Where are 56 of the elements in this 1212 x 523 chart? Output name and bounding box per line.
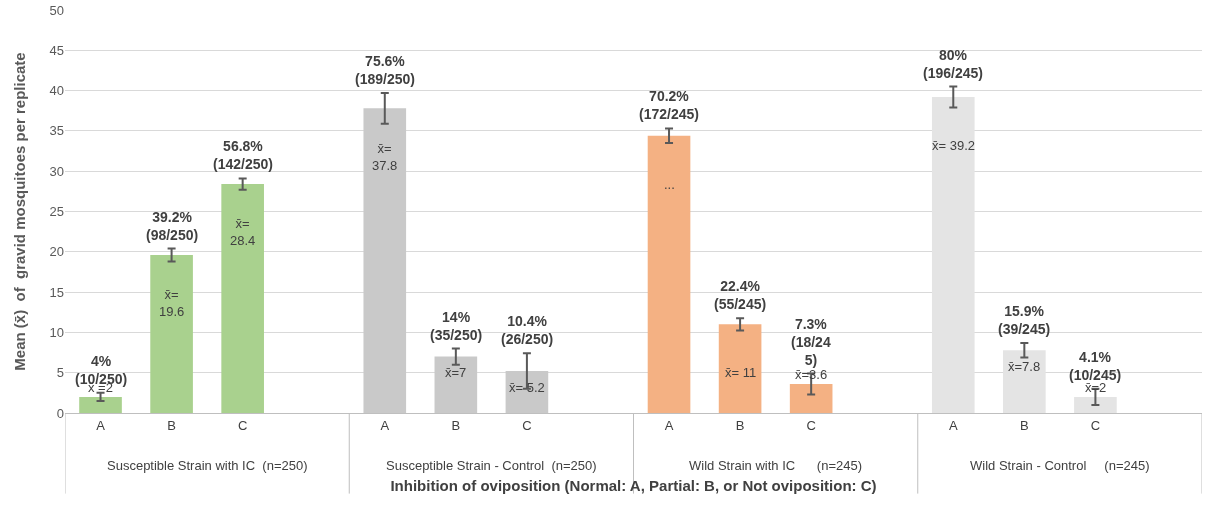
annotation: 14% (35/250) bbox=[430, 309, 483, 344]
y-tick-label: 40 bbox=[49, 83, 64, 99]
bar bbox=[79, 396, 122, 413]
x-axis-title: Inhibition of oviposition (Normal: A, Partial: B, or Not oviposition: C) bbox=[390, 476, 877, 494]
bar bbox=[221, 184, 264, 413]
annotation: 10.4% (26/250) bbox=[501, 313, 554, 348]
text: Wild Strain with IC (n=245) bbox=[689, 458, 863, 473]
y-tick-label: 50 bbox=[49, 2, 64, 18]
data-label: x̄=7.8 bbox=[1008, 359, 1041, 374]
data-label: x̄= 11 bbox=[725, 365, 757, 380]
data-label: x̄= 28.4 bbox=[230, 216, 256, 248]
text: Susceptible Strain - Control (n=250) bbox=[386, 458, 597, 473]
data-label: x̄= 37.8 bbox=[372, 141, 398, 173]
x-tick-label: C bbox=[1090, 417, 1101, 433]
data-label: x̄= 5.2 bbox=[509, 380, 545, 395]
annotation: 75.6% (189/250) bbox=[355, 53, 415, 88]
annotation: 39.2% (98/250) bbox=[146, 209, 199, 244]
data-label: x̄=3.6 bbox=[795, 367, 828, 382]
y-axis-title: Mean (x̄) of gravid mosquitoes per replicate bbox=[11, 52, 28, 371]
x-tick-label: A bbox=[96, 417, 106, 433]
data-label: x̄= 39.2 bbox=[932, 138, 976, 153]
y-tick-label: 20 bbox=[49, 244, 64, 260]
y-tick-label: 30 bbox=[49, 163, 64, 179]
annotation: 15.9% (39/245) bbox=[998, 303, 1051, 338]
x-tick-label: B bbox=[167, 417, 176, 433]
bar bbox=[1074, 396, 1117, 413]
y-tick-label: 15 bbox=[49, 284, 64, 300]
y-tick-label: 45 bbox=[49, 42, 64, 58]
annotation: 80% (196/245) bbox=[923, 47, 983, 82]
annotation: 7.3% (18/24 5) bbox=[791, 316, 831, 369]
bar bbox=[789, 383, 833, 413]
bar bbox=[718, 324, 762, 413]
x-tick-label: C bbox=[237, 417, 248, 433]
x-tick-label: C bbox=[806, 417, 816, 433]
y-tick-label: 5 bbox=[56, 365, 64, 381]
x-tick-label: B bbox=[451, 417, 461, 433]
data-label: x̄=7 bbox=[445, 365, 467, 380]
text: Susceptible Strain with IC (n=250) bbox=[107, 458, 308, 473]
x-tick-label: B bbox=[735, 417, 745, 433]
annotation: 56.8% (142/250) bbox=[213, 138, 273, 173]
y-tick-label: 0 bbox=[56, 405, 64, 421]
text: Wild Strain - Control (n=245) bbox=[970, 458, 1150, 473]
bar bbox=[647, 135, 691, 413]
data-label: ... bbox=[664, 177, 675, 192]
data-label: x̄= 19.6 bbox=[159, 287, 185, 319]
annotation: 70.2% (172/245) bbox=[639, 88, 699, 123]
x-tick-label: B bbox=[1020, 417, 1029, 433]
y-tick-label: 10 bbox=[49, 324, 64, 340]
x-tick-label: A bbox=[380, 417, 390, 433]
y-tick-label: 25 bbox=[49, 204, 64, 220]
y-tick-label: 35 bbox=[49, 123, 64, 139]
x-tick-label: A bbox=[948, 417, 958, 433]
x-tick-label: C bbox=[522, 417, 532, 433]
annotation: 22.4% (55/245) bbox=[714, 278, 767, 313]
x-tick-label: A bbox=[664, 417, 674, 433]
bar bbox=[150, 255, 193, 413]
